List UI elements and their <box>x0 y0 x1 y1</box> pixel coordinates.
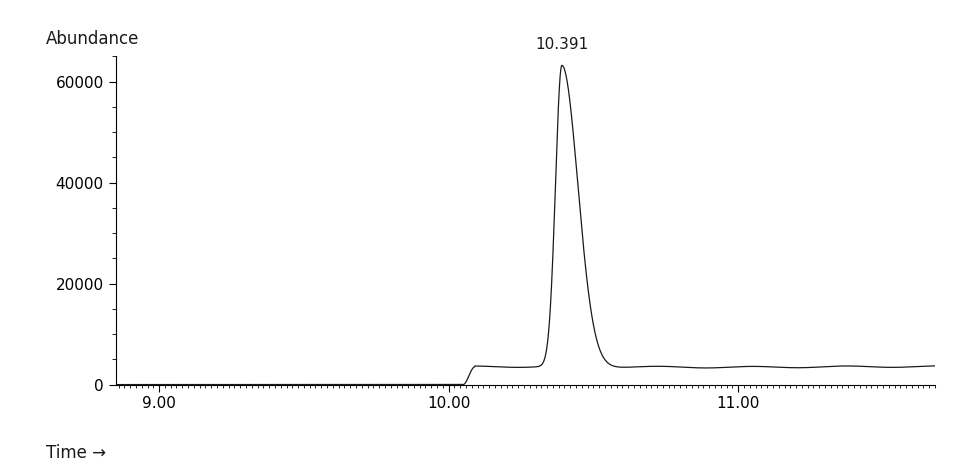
Text: 10.391: 10.391 <box>535 37 588 52</box>
Text: Abundance: Abundance <box>46 30 140 48</box>
Text: Time →: Time → <box>46 444 106 461</box>
